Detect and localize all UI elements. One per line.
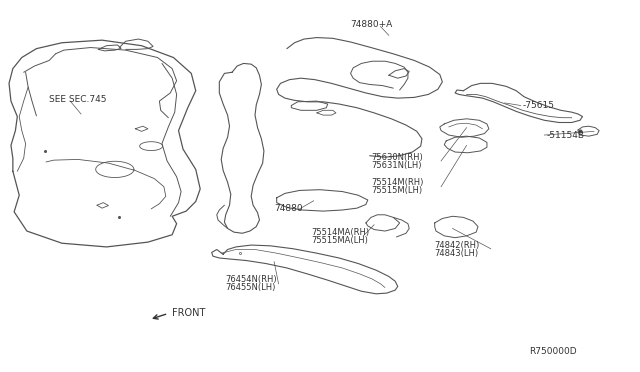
Text: R750000D: R750000D xyxy=(529,347,577,356)
Text: 74880+A: 74880+A xyxy=(351,20,393,29)
Text: 76454N(RH): 76454N(RH) xyxy=(226,275,277,283)
Text: 76455N(LH): 76455N(LH) xyxy=(226,283,276,292)
Text: -75615: -75615 xyxy=(523,101,555,110)
Text: 75514M(RH): 75514M(RH) xyxy=(371,178,423,187)
Text: 74880: 74880 xyxy=(274,204,303,214)
Text: 74842(RH): 74842(RH) xyxy=(435,241,480,250)
Text: SEE SEC.745: SEE SEC.745 xyxy=(49,95,107,104)
Text: FRONT: FRONT xyxy=(172,308,205,318)
Text: -51154B: -51154B xyxy=(546,131,584,140)
Text: 75514MA(RH): 75514MA(RH) xyxy=(312,228,370,237)
Text: 75630N(RH): 75630N(RH) xyxy=(371,153,423,162)
Text: 75515M(LH): 75515M(LH) xyxy=(371,186,422,195)
Text: 74843(LH): 74843(LH) xyxy=(435,249,479,258)
Text: 75515MA(LH): 75515MA(LH) xyxy=(312,236,369,245)
Text: 75631N(LH): 75631N(LH) xyxy=(371,161,422,170)
